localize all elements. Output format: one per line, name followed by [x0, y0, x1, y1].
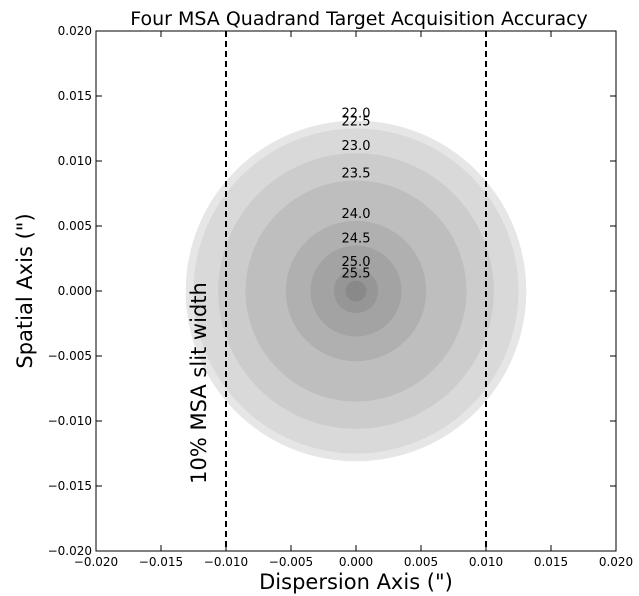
y-tick-label: −0.020	[48, 544, 92, 558]
x-tick-label: 0.010	[469, 555, 503, 569]
magnitude-label: 22.5	[342, 115, 371, 130]
y-tick-label: −0.005	[48, 349, 92, 363]
y-axis-label: Spatial Axis (")	[13, 213, 37, 368]
y-tick-label: −0.010	[48, 414, 92, 428]
magnitude-label: 25.0	[342, 255, 371, 270]
y-tick-label: 0.010	[58, 154, 92, 168]
x-tick-label: 0.015	[534, 555, 568, 569]
y-tick-label: 0.015	[58, 89, 92, 103]
chart-title: Four MSA Quadrand Target Acquisition Acc…	[130, 8, 588, 30]
y-tick-label: 0.000	[58, 284, 92, 298]
magnitude-label: 24.5	[342, 232, 371, 247]
magnitude-label: 23.0	[342, 139, 371, 154]
x-tick-label: −0.020	[74, 555, 118, 569]
x-tick-label: −0.005	[269, 555, 313, 569]
y-tick-label: −0.015	[48, 479, 92, 493]
x-axis-label: Dispersion Axis (")	[259, 570, 453, 594]
x-tick-label: 0.000	[339, 555, 373, 569]
magnitude-disk	[345, 280, 367, 302]
magnitude-label: 24.0	[342, 207, 371, 222]
x-tick-label: −0.015	[139, 555, 183, 569]
x-tick-label: 0.020	[599, 555, 633, 569]
x-tick-label: 0.005	[404, 555, 438, 569]
y-tick-label: 0.020	[58, 24, 92, 38]
magnitude-label: 23.5	[342, 167, 371, 182]
y-tick-label: 0.005	[58, 219, 92, 233]
x-tick-label: −0.010	[204, 555, 248, 569]
magnitude-label: 22.0	[342, 107, 371, 122]
magnitude-label: 25.5	[342, 267, 371, 282]
annotation: 10% MSA slit width	[187, 282, 211, 484]
